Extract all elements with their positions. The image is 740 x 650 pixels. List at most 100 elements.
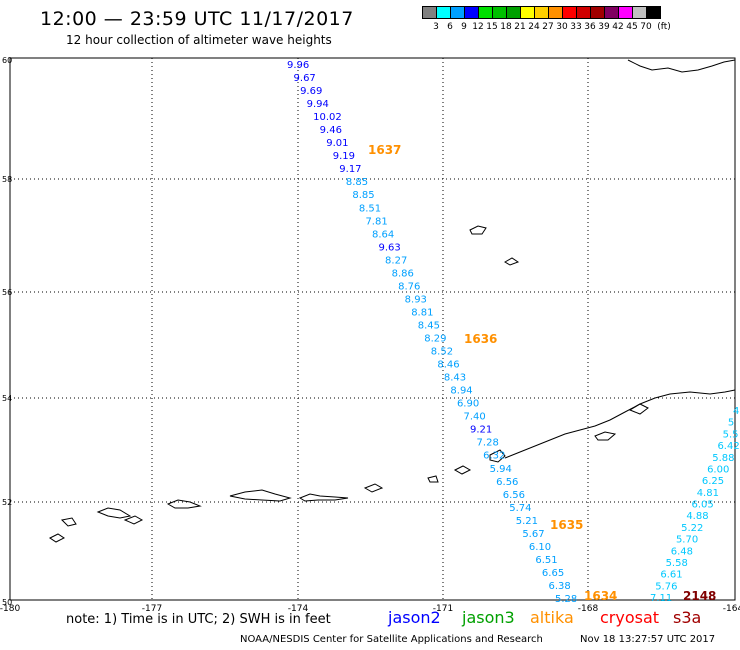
lon-label: -174 [288, 604, 309, 614]
colorbar-label: 18 [500, 22, 512, 32]
coastline [469, 225, 487, 235]
coastline [628, 403, 649, 415]
colorbar-label: 33 [570, 22, 582, 32]
swh-value-track2: 6.05 [692, 500, 714, 511]
swh-value-track2: 5.88 [712, 453, 734, 464]
swh-value-track1: 6.65 [542, 568, 564, 579]
swh-value-track1: 7.81 [365, 216, 387, 227]
swh-value-track2: 6.61 [660, 570, 682, 581]
colorbar-label: 15 [486, 22, 498, 32]
lat-label: 58 [2, 175, 12, 184]
swh-value-track2: 6.42 [717, 441, 739, 452]
swh-value-track1: 6.10 [529, 542, 551, 553]
footnote: note: 1) Time is in UTC; 2) SWH is in fe… [66, 612, 331, 627]
swh-value-track1: 5.21 [516, 516, 538, 527]
lon-label: -177 [142, 604, 162, 614]
swh-value-track1: 6.56 [503, 490, 525, 501]
swh-value-track1: 8.51 [359, 203, 381, 214]
colorbar-label: 30 [556, 22, 568, 32]
pass-time-label: 1637 [368, 143, 401, 157]
swh-value-track1: 10.02 [313, 112, 342, 123]
swh-value-track1: 5.94 [490, 464, 512, 475]
swh-value-track1: 9.19 [333, 151, 355, 162]
map-frame [9, 57, 736, 601]
swh-value-track1: 7.40 [463, 412, 485, 423]
credit-text: NOAA/NESDIS Center for Satellite Applica… [240, 634, 543, 645]
coastline [453, 465, 472, 475]
swh-value-track1: 8.27 [385, 255, 407, 266]
mission-jason3: jason3 [462, 608, 515, 627]
colorbar-swatch [646, 6, 661, 19]
swh-value-track1: 5.67 [522, 529, 544, 540]
swh-value-track1: 9.94 [307, 99, 329, 110]
pass-time-label: 1634 [584, 589, 617, 603]
colorbar-label: 21 [514, 22, 526, 32]
swh-value-track1: 8.85 [352, 190, 374, 201]
swh-value-track1: 9.67 [294, 73, 316, 84]
swh-value-track1: 9.21 [470, 425, 492, 436]
generated-timestamp: Nov 18 13:27:57 UTC 2017 [580, 634, 716, 645]
swh-value-track1: 9.96 [287, 60, 309, 71]
lon-label: -180 [0, 604, 20, 614]
coastline [363, 483, 384, 493]
swh-value-track1: 8.64 [372, 229, 394, 240]
lat-label: 50 [2, 598, 12, 607]
lat-label: 56 [2, 288, 12, 297]
colorbar-label: 42 [612, 22, 624, 32]
colorbar-label: 39 [598, 22, 610, 32]
colorbar-label: 36 [584, 22, 596, 32]
colorbar-label: (ft) [657, 22, 671, 32]
swh-value-track1: 8.81 [411, 307, 433, 318]
lat-label: 60 [2, 56, 12, 65]
swh-value-track1: 8.86 [392, 268, 414, 279]
coastline [123, 515, 144, 525]
mission-jason2: jason2 [388, 608, 441, 627]
swh-value-track1: 6.56 [496, 477, 518, 488]
map-title: 12:00 — 23:59 UTC 11/17/2017 [40, 8, 354, 30]
swh-value-track1: 6.32 [483, 451, 505, 462]
swh-value-track1: 8.43 [444, 373, 466, 384]
coastline [49, 533, 65, 543]
coastline [504, 257, 520, 266]
swh-value-track1: 9.17 [339, 164, 361, 175]
pass-time-label: 1636 [464, 332, 497, 346]
coastline [627, 59, 736, 73]
swh-value-track1: 5.74 [509, 503, 531, 514]
swh-value-track2: 5.5 [723, 429, 739, 440]
coastline [298, 493, 349, 502]
coastline [594, 431, 617, 441]
colorbar-label: 6 [447, 22, 453, 32]
colorbar-label: 12 [472, 22, 484, 32]
coastline [229, 489, 292, 502]
swh-value-track2: 6.48 [671, 546, 693, 557]
map-subtitle: 12 hour collection of altimeter wave hei… [66, 33, 332, 47]
lon-label: -168 [578, 604, 599, 614]
coastline [427, 475, 439, 483]
mission-altika: altika [530, 608, 574, 627]
swh-value-track1: 8.46 [437, 360, 459, 371]
swh-value-track1: 6.51 [535, 555, 557, 566]
swh-value-track1: 9.46 [320, 125, 342, 136]
swh-value-track1: 8.52 [431, 347, 453, 358]
swh-value-track2: 5.76 [655, 581, 677, 592]
swh-value-track1: 8.94 [450, 386, 472, 397]
colorbar-label: 9 [461, 22, 467, 32]
swh-value-track1: 8.85 [346, 177, 368, 188]
colorbar-label: 3 [433, 22, 439, 32]
swh-value-track1: 9.01 [326, 138, 348, 149]
mission-s3a: s3a [673, 608, 702, 627]
colorbar-labels: 3 6 9 12 15 18 21 24 27 30 33 36 39 42 45 70 (ft) [422, 22, 740, 34]
swh-value-track2: 5.22 [681, 523, 703, 534]
swh-value-track2: 6.00 [707, 464, 729, 475]
coastline [96, 507, 132, 519]
coastline [504, 389, 736, 459]
lon-label: -164 [723, 604, 740, 614]
colorbar-label: 70 [640, 22, 652, 32]
swh-value-track1: 8.45 [418, 320, 440, 331]
pass-time-label: 1635 [550, 518, 583, 532]
colorbar-label: 45 [626, 22, 638, 32]
colorbar-label: 24 [528, 22, 540, 32]
swh-value-track1: 8.93 [405, 294, 427, 305]
coastline [489, 449, 506, 463]
swh-value-track2: 7.11 [650, 593, 672, 604]
